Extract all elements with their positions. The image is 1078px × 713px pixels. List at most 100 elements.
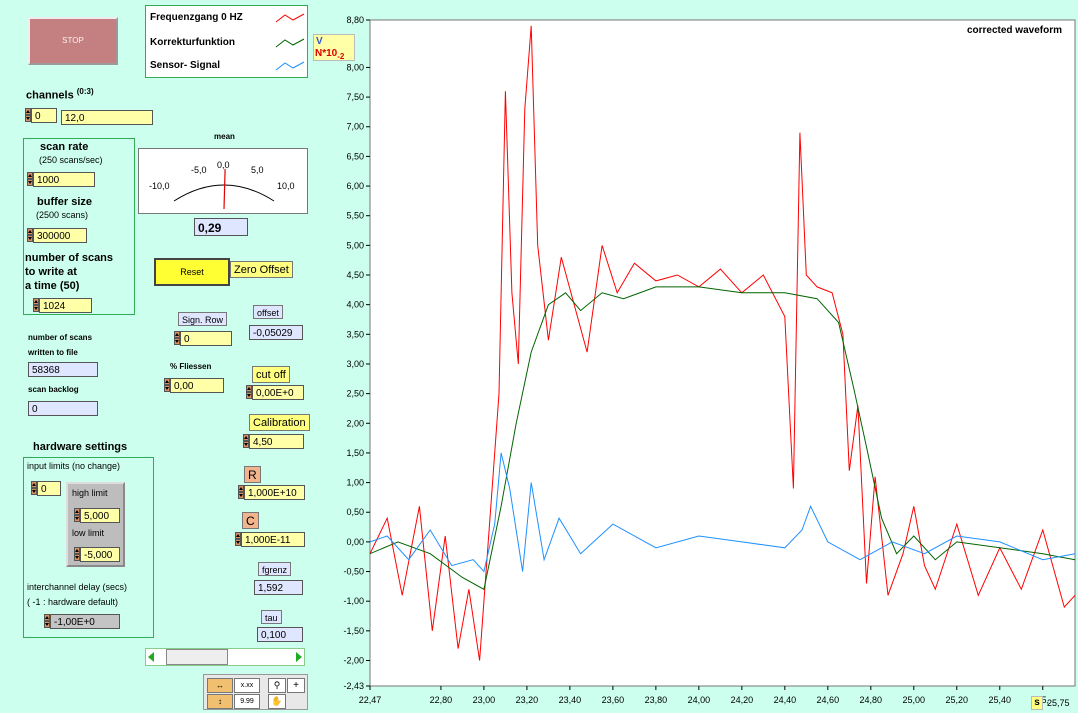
y-tick-label: 8,00 bbox=[346, 62, 364, 72]
pan-hand-icon[interactable]: ✋ bbox=[268, 694, 286, 709]
interchannel-stepper[interactable] bbox=[44, 614, 50, 629]
low-limit-stepper[interactable] bbox=[74, 547, 80, 562]
series-line-1 bbox=[369, 286, 1076, 591]
hardware-settings-title: hardware settings bbox=[33, 441, 128, 453]
x-tick-label: 23,40 bbox=[559, 695, 582, 705]
y-scale-note: N*10-2 bbox=[315, 48, 344, 61]
plot-area bbox=[369, 19, 1076, 687]
r-stepper[interactable] bbox=[238, 485, 244, 500]
channel-value-field[interactable]: 12,0 bbox=[61, 110, 153, 125]
y-tick-label: 3,00 bbox=[346, 359, 364, 369]
fgrenz-field: 1,592 bbox=[254, 580, 303, 595]
low-limit-label: low limit bbox=[72, 528, 105, 538]
meter-tick-5: 5,0 bbox=[251, 165, 264, 175]
legend-label-sensor: Sensor- Signal bbox=[150, 60, 221, 71]
y-tick-label: 5,50 bbox=[346, 211, 364, 221]
y-tick-label: 3,50 bbox=[346, 329, 364, 339]
meter-tick-0: 0,0 bbox=[217, 160, 230, 170]
y-tick-label: 7,50 bbox=[346, 92, 364, 102]
buffer-size-stepper[interactable] bbox=[27, 228, 33, 243]
fliessen-field[interactable]: 0,00 bbox=[170, 378, 224, 393]
meter-tick-10: 10,0 bbox=[277, 181, 295, 191]
x-tick-label: 23,00 bbox=[473, 695, 496, 705]
x-tick-label: 25,40 bbox=[989, 695, 1012, 705]
offset-label: offset bbox=[253, 305, 283, 319]
stop-button[interactable]: STOP bbox=[28, 17, 118, 65]
y-tick-label: 7,00 bbox=[346, 122, 364, 132]
legend-swatch-sensor bbox=[275, 61, 305, 71]
fgrenz-label: fgrenz bbox=[258, 562, 292, 576]
y-scale-lock-icon[interactable]: ↕ bbox=[207, 694, 233, 709]
high-limit-field[interactable]: 5,000 bbox=[80, 508, 120, 523]
waveform-chart: 8,80 8,00 7,50 7,00 6,50 6,00 5,50 5,00 4,50 4,00… bbox=[343, 15, 1076, 705]
meter-tick--5: -5,0 bbox=[191, 165, 207, 175]
legend-label-korrektur: Korrekturfunktion bbox=[150, 37, 235, 48]
scroll-thumb[interactable] bbox=[166, 649, 228, 665]
interchannel-field[interactable]: -1,00E+0 bbox=[50, 614, 120, 629]
input-limits-field[interactable]: 0 bbox=[37, 481, 61, 496]
zoom-icon[interactable]: ⚲ bbox=[268, 678, 286, 693]
mean-meter: -10,0 -5,0 0,0 5,0 10,0 bbox=[138, 148, 308, 214]
fliessen-label: % Fliessen bbox=[170, 362, 212, 371]
scan-rate-field[interactable]: 1000 bbox=[33, 172, 95, 187]
x-scale-lock-icon[interactable]: ↔ bbox=[207, 678, 233, 693]
y-tick-label: 0,50 bbox=[346, 507, 364, 517]
c-label: C bbox=[242, 512, 259, 529]
sign-row-stepper[interactable] bbox=[174, 331, 180, 346]
x-tick-label: 24,60 bbox=[817, 695, 840, 705]
y-tick-label: -1,00 bbox=[343, 596, 364, 606]
x-tick-label: 25,20 bbox=[946, 695, 969, 705]
r-field[interactable]: 1,000E+10 bbox=[244, 485, 305, 500]
scans-write-field[interactable]: 1024 bbox=[39, 298, 92, 313]
horizontal-scrollbar[interactable] bbox=[145, 648, 305, 666]
x-tick-label: 24,80 bbox=[860, 695, 883, 705]
cutoff-field[interactable]: 0,00E+0 bbox=[252, 385, 304, 400]
channel-stepper[interactable] bbox=[25, 108, 31, 123]
meter-arc bbox=[173, 184, 275, 202]
low-limit-field[interactable]: -5,000 bbox=[80, 547, 120, 562]
offset-field: -0,05029 bbox=[249, 325, 303, 340]
high-limit-stepper[interactable] bbox=[74, 508, 80, 523]
fliessen-stepper[interactable] bbox=[164, 378, 170, 393]
scan-backlog-field: 0 bbox=[28, 401, 98, 416]
y-tick-label: 6,50 bbox=[346, 151, 364, 161]
scroll-left-icon[interactable] bbox=[148, 652, 154, 662]
c-field[interactable]: 1,000E-11 bbox=[241, 532, 305, 547]
scans-write-label-2: to write at bbox=[25, 266, 77, 278]
x-tick-label: 23,60 bbox=[602, 695, 625, 705]
y-tick-label: 1,50 bbox=[346, 448, 364, 458]
y-format-icon[interactable]: 9.99 bbox=[234, 694, 260, 709]
channel-index-field[interactable]: 0 bbox=[31, 108, 57, 123]
y-tick-label: 5,00 bbox=[346, 240, 364, 250]
x-tick-label: 22,80 bbox=[430, 695, 453, 705]
x-tick-label: 23,20 bbox=[516, 695, 539, 705]
y-tick-label: 6,00 bbox=[346, 181, 364, 191]
zero-offset-label: Zero Offset bbox=[230, 261, 293, 278]
sign-row-field[interactable]: 0 bbox=[180, 331, 232, 346]
tau-field: 0,100 bbox=[257, 627, 303, 642]
x-format-icon[interactable]: x.xx bbox=[234, 678, 260, 693]
graph-palette: ↔ x.xx ↕ 9.99 ⚲ + ✋ bbox=[203, 674, 308, 710]
reset-button[interactable]: Reset bbox=[154, 258, 230, 286]
stop-button-label: STOP bbox=[62, 36, 84, 45]
calibration-field[interactable]: 4,50 bbox=[249, 434, 304, 449]
scans-write-label-1: number of scans bbox=[25, 252, 114, 264]
x-tick-label: 24,40 bbox=[774, 695, 797, 705]
tau-label: tau bbox=[261, 610, 282, 624]
scroll-right-icon[interactable] bbox=[296, 652, 302, 662]
scans-write-stepper[interactable] bbox=[33, 298, 39, 313]
calibration-stepper[interactable] bbox=[243, 434, 249, 449]
scan-rate-stepper[interactable] bbox=[27, 172, 33, 187]
y-tick-label: 4,50 bbox=[346, 270, 364, 280]
legend: Frequenzgang 0 HZ Korrekturfunktion Sens… bbox=[145, 5, 308, 78]
y-tick-label: -2,00 bbox=[343, 655, 364, 665]
crosshair-icon[interactable]: + bbox=[287, 678, 305, 693]
legend-swatch-frequenzgang bbox=[275, 13, 305, 23]
y-tick-label: 4,00 bbox=[346, 300, 364, 310]
buffer-size-label: buffer size bbox=[37, 196, 93, 208]
input-limits-stepper[interactable] bbox=[31, 481, 37, 496]
buffer-size-field[interactable]: 300000 bbox=[33, 228, 87, 243]
scan-rate-sub: (250 scans/sec) bbox=[39, 155, 103, 165]
cutoff-stepper[interactable] bbox=[246, 385, 252, 400]
c-stepper[interactable] bbox=[235, 532, 241, 547]
